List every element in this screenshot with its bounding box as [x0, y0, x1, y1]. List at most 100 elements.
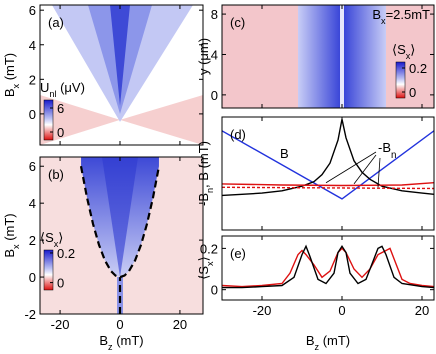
subscript: x	[406, 51, 411, 61]
panel-label: (d)	[230, 127, 246, 142]
text-part: (mT)	[2, 53, 17, 84]
annotation: -Bn	[378, 140, 396, 161]
x-axis-label: Bz (mT)	[99, 333, 143, 352]
text-part: ⟨S	[40, 230, 54, 245]
x-tick-label: 20	[173, 317, 187, 332]
text-part: y (μm)	[196, 38, 211, 75]
subscript: x	[54, 239, 59, 249]
plot-frame	[221, 116, 435, 231]
text-part: ⟨S	[196, 266, 211, 280]
plot-area	[40, 5, 203, 145]
x-axis-label: Bz (mT)	[306, 333, 350, 352]
text-part: B	[372, 7, 381, 22]
plot-area	[222, 119, 434, 200]
heat-red	[40, 95, 121, 145]
text-part: ⟩	[410, 42, 415, 57]
heat-blue	[298, 5, 340, 108]
x-tick-label: 20	[415, 303, 429, 318]
subscript: x	[381, 16, 386, 26]
subscript: x	[11, 244, 21, 249]
plot-area	[40, 157, 203, 314]
y-tick-label: 8	[211, 7, 218, 22]
y-tick-label: 6	[29, 159, 36, 174]
y-tick-label: 2	[29, 233, 36, 248]
heat-blue	[102, 157, 139, 278]
subscript: x	[11, 83, 21, 88]
heat-red	[120, 95, 203, 145]
heat-blue	[117, 277, 124, 314]
heat-blue	[344, 5, 386, 108]
y-tick-label: 6	[29, 3, 36, 18]
annotation-arrow	[325, 151, 377, 184]
text-part: B	[99, 333, 108, 348]
subscript: n	[205, 188, 215, 193]
heat-gap	[340, 5, 344, 108]
text-part: -B	[378, 140, 391, 155]
text-part: (mT)	[2, 213, 17, 244]
x-tick-label: 0	[338, 303, 345, 318]
colorbar-label: Unl (μV)	[40, 80, 85, 99]
colorbar-tick-label: 0	[57, 276, 64, 291]
line	[222, 182, 434, 187]
y-tick-label: 4	[29, 38, 36, 53]
text-part: B	[280, 146, 289, 161]
subscript: nl	[49, 89, 56, 99]
subscript: z	[315, 342, 320, 352]
y-tick-label: 0	[29, 270, 36, 285]
text-part: (μV)	[56, 80, 84, 95]
text-part: -B	[196, 193, 211, 206]
annotation-arrow	[377, 157, 381, 188]
annotation: Bx=2.5mT	[372, 7, 430, 26]
colorbar-tick-label: 0.2	[57, 246, 75, 261]
line	[222, 119, 434, 197]
y-axis-label: Bx (mT)	[2, 53, 21, 97]
line	[222, 244, 434, 289]
plot-frame	[39, 4, 204, 146]
colorbar	[43, 249, 54, 291]
line	[222, 130, 434, 200]
colorbar	[395, 61, 406, 99]
colorbar-label: ⟨Sx⟩	[392, 42, 415, 61]
colorbar-label: ⟨Sx⟩	[40, 230, 63, 249]
annotation: B	[280, 146, 289, 161]
y-tick-label: -2	[24, 307, 36, 322]
y-tick-label: 4	[29, 196, 36, 211]
y-tick-label: 0	[29, 107, 36, 122]
panel-label: (a)	[48, 15, 64, 30]
text-part: ⟩	[58, 230, 63, 245]
plot-frame	[39, 156, 204, 315]
text-part: ⟩	[196, 256, 211, 261]
panel-label: (b)	[48, 167, 64, 182]
text-part: , B (mT)	[196, 141, 211, 188]
y-tick-label: 2	[29, 72, 36, 87]
x-tick-label: -20	[51, 317, 70, 332]
x-tick-label: 0	[116, 317, 123, 332]
y-axis-label: -Bn, B (mT)	[196, 141, 215, 206]
text-part: B	[306, 333, 315, 348]
line	[222, 186, 434, 190]
subscript: z	[108, 342, 113, 352]
colorbar-tick-label: 0	[409, 85, 416, 100]
line	[79, 165, 161, 279]
y-tick-label: 0	[211, 283, 218, 298]
subscript: n	[391, 150, 396, 161]
y-tick-label: 4	[211, 47, 218, 62]
text-part: U	[40, 80, 49, 95]
subscript: x	[205, 261, 215, 266]
y-tick-label: 0	[211, 88, 218, 103]
text-part: (mT)	[113, 333, 144, 348]
colorbar	[43, 99, 54, 141]
y-axis-label: y (μm)	[196, 38, 211, 75]
plot-frame	[221, 4, 435, 109]
heat-blue	[110, 5, 131, 106]
plot-frame	[221, 235, 435, 301]
colorbar-tick-label: 0	[57, 125, 64, 140]
panel-label: (c)	[230, 15, 245, 30]
colorbar-tick-label: 0.2	[409, 61, 427, 76]
line	[222, 247, 434, 288]
text-part: B	[2, 88, 17, 97]
y-tick-label: 0.2	[200, 241, 218, 256]
colorbar-tick-label: 6	[57, 101, 64, 116]
annotation-arrow	[353, 154, 377, 185]
